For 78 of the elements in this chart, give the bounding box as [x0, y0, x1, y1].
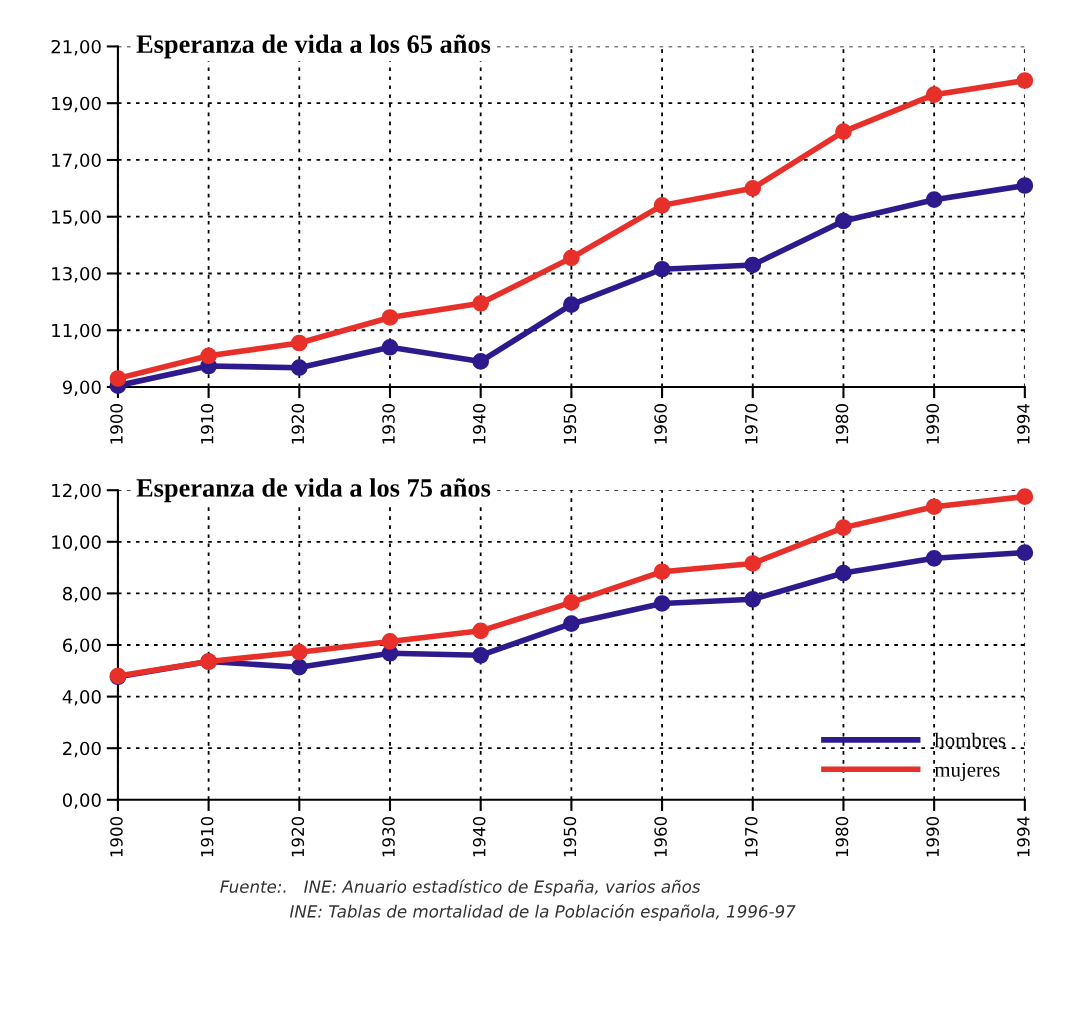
point [290, 359, 308, 377]
x-tick-label: 1930 [382, 816, 395, 857]
x-tick-label: 1960 [654, 404, 667, 444]
x-tick-label: 1900 [110, 816, 123, 857]
y-tick-label: 6,00 [63, 638, 101, 654]
x-tick-label: 1920 [291, 404, 305, 444]
y-tick-label: 9,00 [62, 380, 101, 396]
x-tick-label: 1994 [1017, 403, 1030, 444]
point [290, 334, 308, 352]
point [290, 658, 308, 676]
y-tick-label: 11,00 [52, 323, 101, 340]
legend-label: hombres [934, 732, 1006, 748]
y-tick-label: 15,00 [52, 210, 101, 226]
y-tick-label: 19,00 [52, 96, 101, 113]
y-tick-label: 10,00 [52, 535, 101, 551]
x-tick-label: 1960 [654, 816, 667, 857]
point [1016, 72, 1034, 89]
point [744, 590, 762, 608]
point [653, 563, 671, 581]
text: INE: Tablas de mortalidad de la Población española, 1996-97 [289, 904, 796, 921]
x-tick-label: 1920 [291, 816, 305, 857]
y-tick-label: 2,00 [63, 741, 101, 758]
point [835, 212, 852, 230]
chart-title: Esperanza de vida a los 65 años [136, 34, 491, 59]
point [1016, 177, 1034, 194]
y-tick-label: 0,00 [62, 793, 101, 809]
x-tick-label: 1990 [926, 816, 939, 857]
x-tick-label: 1980 [835, 404, 849, 444]
point [563, 594, 580, 611]
y-tick-label: 8,00 [62, 586, 101, 603]
point [835, 564, 852, 582]
point [200, 347, 217, 365]
point [563, 296, 580, 314]
point [744, 256, 762, 274]
x-tick-label: 1900 [110, 404, 123, 444]
x-tick-label: 1940 [472, 404, 486, 444]
point [653, 260, 671, 278]
x-tick-label: 1940 [472, 816, 486, 857]
point [835, 519, 852, 536]
point [925, 498, 943, 516]
point [925, 549, 943, 567]
point [381, 338, 399, 356]
point [653, 595, 671, 612]
chart-title: Esperanza de vida a los 75 años [136, 478, 491, 503]
x-tick-label: 1970 [744, 816, 758, 857]
point [744, 180, 762, 197]
x-tick-label: 1980 [835, 816, 849, 857]
point [1016, 488, 1034, 505]
point [472, 622, 490, 640]
x-tick-label: 1970 [744, 404, 758, 444]
x-tick-label: 1950 [563, 404, 577, 444]
y-tick-label: 21,00 [51, 39, 101, 56]
legend-label: mujeres [934, 762, 1000, 782]
y-tick-label: 12,00 [52, 483, 101, 500]
point [381, 633, 399, 650]
point [563, 249, 580, 267]
point [381, 309, 399, 326]
x-tick-label: 1990 [926, 404, 939, 444]
y-tick-label: 4,00 [62, 690, 101, 706]
source-note: Fuente:. INE: Anuario estadístico de España, varios años [220, 879, 701, 897]
point [290, 643, 308, 661]
point [472, 646, 490, 664]
point [563, 615, 580, 632]
point [925, 86, 943, 104]
point [1016, 544, 1034, 561]
x-tick-label: 1930 [382, 404, 395, 444]
x-tick-label: 1910 [200, 816, 214, 857]
point [835, 123, 852, 140]
point [744, 555, 762, 572]
y-tick-label: 17,00 [52, 153, 101, 169]
x-tick-label: 1910 [200, 404, 214, 444]
point [472, 353, 490, 370]
point [653, 197, 671, 214]
point [472, 294, 490, 312]
y-tick-label: 13,00 [52, 266, 101, 283]
point [925, 191, 943, 209]
x-tick-label: 1950 [563, 816, 577, 857]
x-tick-label: 1994 [1017, 816, 1030, 857]
